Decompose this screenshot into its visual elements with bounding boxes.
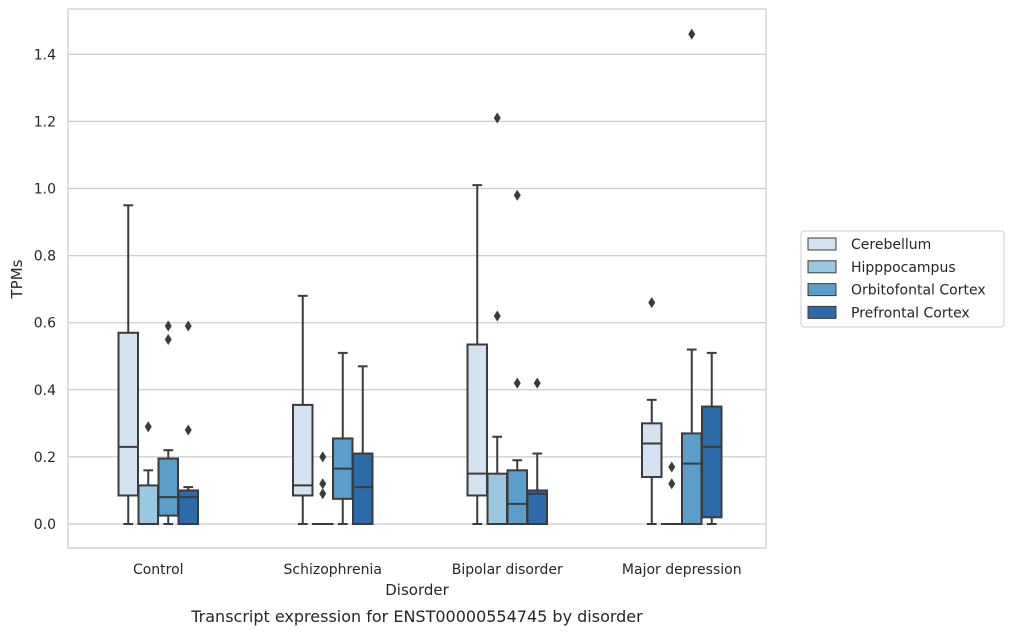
box	[661, 461, 683, 526]
outlier-point	[513, 189, 521, 201]
x-tick-label: Major depression	[622, 562, 742, 578]
outlier-point	[513, 377, 521, 389]
box-body	[352, 452, 374, 526]
outlier-point	[319, 478, 327, 490]
box	[681, 28, 703, 526]
outlier-point	[668, 478, 676, 490]
outlier-point	[184, 424, 192, 436]
series-group	[177, 320, 723, 526]
y-tick-labels: 0.0 0.2 0.4 0.6 0.8 1.0 1.2 1.4	[34, 47, 56, 533]
outlier-point	[319, 451, 327, 463]
plot-frame	[67, 8, 767, 549]
outlier-point	[648, 297, 656, 309]
box	[137, 421, 159, 526]
y-tick-label: 1.4	[34, 47, 56, 63]
legend-item: Prefrontal Cortex	[807, 305, 970, 321]
x-tick-label: Schizophrenia	[284, 562, 382, 578]
y-tick-label: 1.0	[34, 182, 56, 198]
box-body	[466, 343, 488, 497]
series-group	[157, 28, 703, 526]
box-body	[157, 457, 179, 517]
chart-caption: Transcript expression for ENST0000055474…	[190, 607, 643, 626]
box	[312, 451, 334, 526]
outlier-point	[144, 421, 152, 433]
box	[526, 377, 548, 526]
box-body	[701, 405, 723, 519]
y-tick-label: 0.2	[34, 450, 56, 466]
legend-label: Hipppocampus	[851, 260, 956, 276]
legend-swatch	[807, 260, 837, 274]
outlier-point	[533, 377, 541, 389]
box-body	[117, 331, 139, 497]
gridlines	[68, 53, 766, 525]
y-tick-label: 0.6	[34, 316, 56, 332]
series-group	[137, 112, 683, 526]
box	[332, 351, 354, 525]
legend-frame	[800, 230, 1005, 328]
series-group	[117, 184, 663, 525]
y-tick-label: 0.8	[34, 249, 56, 265]
x-axis-title: Disorder	[385, 581, 449, 599]
outlier-point	[164, 320, 172, 332]
y-tick-label: 0.0	[34, 517, 56, 533]
legend-label: Prefrontal Cortex	[851, 305, 970, 321]
box	[177, 320, 199, 526]
y-tick-label: 0.4	[34, 383, 56, 399]
legend-label: Cerebellum	[851, 237, 931, 253]
outlier-point	[493, 112, 501, 124]
legend-label: Orbitofontal Cortex	[851, 283, 986, 299]
box-body	[506, 469, 528, 526]
plot-marks	[117, 28, 723, 526]
x-tick-label: Bipolar disorder	[452, 562, 563, 578]
box-body	[526, 489, 548, 526]
box	[486, 112, 508, 525]
box	[506, 189, 528, 526]
box	[292, 294, 314, 525]
y-tick-label: 1.2	[34, 114, 56, 130]
legend-item: Hipppocampus	[807, 260, 956, 276]
box-body	[177, 489, 199, 526]
legend-item: Cerebellum	[807, 237, 931, 253]
outlier-point	[493, 310, 501, 322]
legend-item: Orbitofontal Cortex	[807, 283, 986, 299]
legend-swatch	[807, 237, 837, 251]
outlier-point	[688, 28, 696, 40]
box-body	[681, 432, 703, 526]
box	[701, 351, 723, 525]
legend: Cerebellum Hipppocampus Orbitofontal Corte…	[800, 230, 1005, 328]
outlier-point	[668, 461, 676, 473]
legend-swatch	[807, 305, 837, 319]
box	[157, 320, 179, 525]
x-tick-label: Control	[133, 562, 184, 578]
outlier-point	[164, 333, 172, 345]
y-axis-title: TPMs	[8, 259, 26, 299]
x-tick-labels: Control Schizophrenia Bipolar disorder Majo…	[133, 562, 742, 578]
box-body	[641, 422, 663, 479]
box-body	[486, 472, 508, 525]
box	[117, 204, 139, 525]
box-body	[137, 484, 159, 526]
box	[352, 365, 374, 526]
outlier-point	[184, 320, 192, 332]
box-body	[292, 403, 314, 497]
box	[641, 297, 663, 525]
legend-swatch	[807, 283, 837, 297]
outlier-point	[319, 488, 327, 500]
box	[466, 184, 488, 525]
